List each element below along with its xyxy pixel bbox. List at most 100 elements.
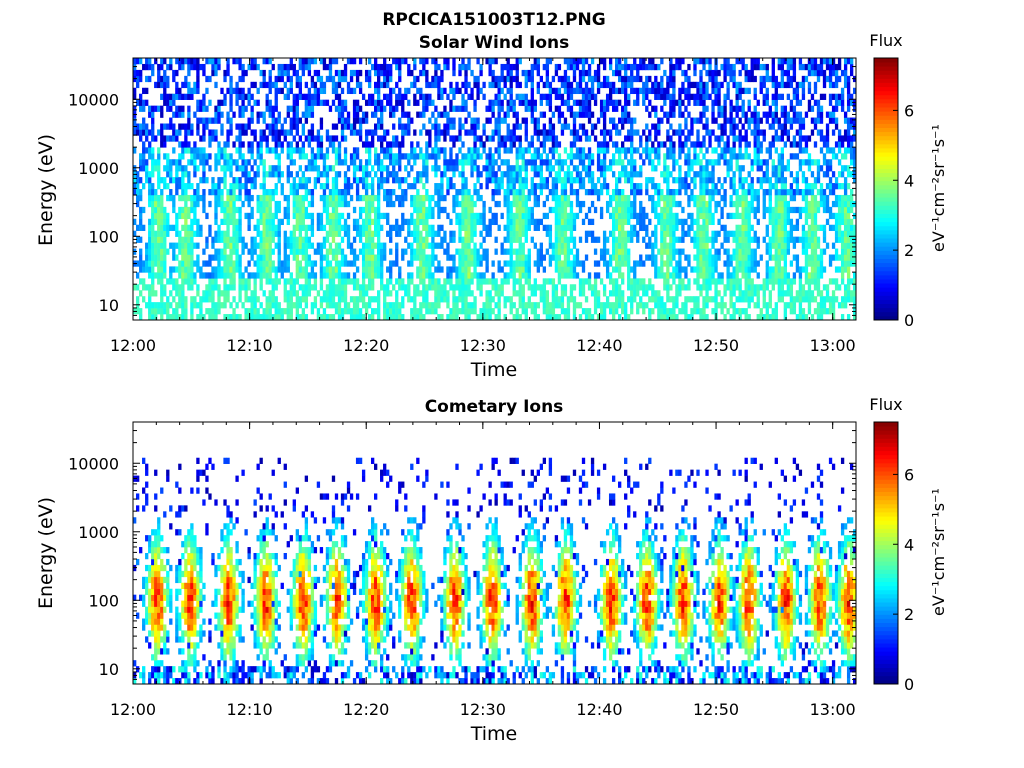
heatmap-cell [244, 278, 248, 285]
heatmap-cell [377, 117, 381, 124]
heatmap-cell [476, 278, 480, 285]
heatmap-cell [181, 171, 185, 178]
heatmap-cell [494, 75, 498, 83]
heatmap-cell [262, 236, 266, 243]
heatmap-cell [386, 63, 390, 71]
heatmap-cell [602, 260, 607, 267]
heatmap-cell [648, 284, 652, 291]
heatmap-cell [292, 248, 296, 255]
heatmap-cell [663, 302, 667, 309]
heatmap-cell [313, 278, 318, 285]
heatmap-cell [509, 302, 513, 309]
heatmap-cell [473, 308, 477, 315]
heatmap-cell [319, 99, 324, 106]
heatmap-cell [175, 308, 179, 315]
heatmap-cell [331, 248, 336, 255]
heatmap-cell [566, 308, 571, 315]
heatmap-cell [569, 248, 574, 255]
heatmap-cell [551, 147, 556, 154]
heatmap-cell [506, 75, 510, 83]
heatmap-cell [157, 69, 161, 77]
heatmap-cell [500, 266, 504, 273]
heatmap-cell [413, 58, 417, 65]
heatmap-cell [166, 183, 170, 190]
heatmap-cell [283, 93, 287, 100]
heatmap-cell [660, 296, 664, 303]
heatmap-cell [211, 308, 215, 315]
heatmap-cell [599, 105, 604, 112]
heatmap-cell [615, 218, 619, 226]
heatmap-cell [364, 266, 369, 273]
heatmap-cell [654, 254, 658, 261]
heatmap-cell [319, 147, 324, 154]
heatmap-cell [181, 302, 185, 309]
heatmap-cell [268, 58, 272, 65]
heatmap-cell [593, 272, 598, 279]
heatmap-cell [611, 171, 616, 178]
heatmap-cell [618, 171, 622, 178]
heatmap-cell [611, 314, 616, 321]
heatmap-cell [337, 153, 342, 160]
heatmap-cell [618, 242, 622, 249]
heatmap-cell [467, 63, 471, 71]
heatmap-cell [536, 266, 540, 273]
heatmap-cell [569, 296, 574, 303]
heatmap-cell [148, 183, 152, 190]
heatmap-cell [202, 296, 206, 303]
heatmap-cell [337, 314, 342, 321]
heatmap-cell [678, 308, 682, 315]
heatmap-cell [581, 165, 586, 172]
heatmap-cell [642, 212, 646, 220]
heatmap-cell [292, 99, 296, 106]
heatmap-cell [611, 141, 616, 148]
heatmap-cell [578, 105, 583, 112]
heatmap-cell [337, 93, 342, 100]
heatmap-cell [470, 194, 474, 202]
heatmap-cell [440, 177, 444, 184]
heatmap-cell [515, 135, 519, 142]
heatmap-cell [346, 123, 351, 130]
heatmap-cell [142, 147, 146, 154]
heatmap-cell [461, 224, 465, 231]
heatmap-cell [696, 260, 700, 267]
heatmap-cell [313, 165, 318, 172]
heatmap-cell [160, 248, 164, 255]
heatmap-cell [545, 81, 550, 89]
heatmap-cell [187, 123, 191, 130]
heatmap-cell [304, 111, 309, 118]
heatmap-cell [398, 194, 402, 202]
heatmap-cell [660, 248, 664, 255]
heatmap-cell [633, 159, 637, 166]
heatmap-cell [154, 272, 158, 279]
heatmap-cell [488, 278, 492, 285]
heatmap-cell [398, 278, 402, 285]
heatmap-cell [455, 248, 459, 255]
heatmap-cell [458, 63, 462, 71]
heatmap-cell [440, 194, 444, 202]
heatmap-cell [331, 218, 336, 226]
heatmap-cell [497, 75, 501, 83]
heatmap-cell [389, 153, 393, 160]
heatmap-cell [190, 236, 194, 243]
heatmap-cell [575, 58, 580, 65]
heatmap-cell [636, 218, 640, 226]
heatmap-cell [602, 99, 607, 106]
heatmap-cell [633, 224, 637, 231]
heatmap-cell [476, 75, 480, 83]
heatmap-cell [223, 314, 227, 321]
heatmap-cell [286, 296, 290, 303]
heatmap-cell [367, 183, 372, 190]
heatmap-cell [328, 58, 333, 65]
heatmap-cell [515, 171, 519, 178]
heatmap-cell [470, 212, 474, 220]
heatmap-cell [672, 111, 676, 118]
heatmap-cell [142, 117, 146, 124]
heatmap-cell [413, 224, 417, 231]
heatmap-cell [660, 224, 664, 231]
heatmap-cell [473, 105, 477, 112]
heatmap-cell [166, 308, 170, 315]
heatmap-cell [663, 314, 667, 321]
heatmap-cell [476, 254, 480, 261]
heatmap-cell [509, 272, 513, 279]
heatmap-cell [220, 230, 224, 237]
